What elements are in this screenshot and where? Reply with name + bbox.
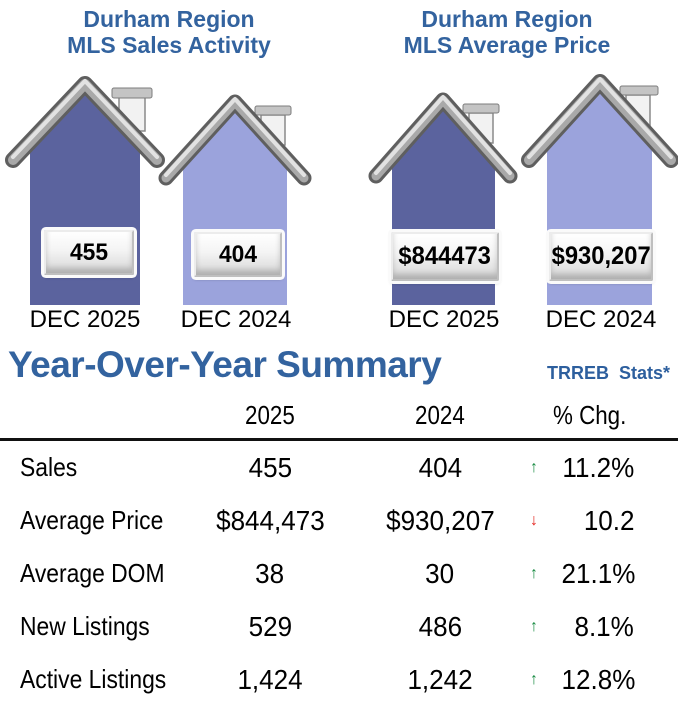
change-arrow: ↑ <box>530 670 538 688</box>
price-2025-label: DEC 2025 <box>388 306 500 333</box>
sales-title-line2: MLS Sales Activity <box>67 32 271 58</box>
value-2025: 38 <box>255 557 285 589</box>
change-value: 10.2 <box>583 504 634 536</box>
price-2024-value: $930,207 <box>551 242 651 270</box>
change-value: 12.8% <box>561 663 636 695</box>
value-2024: 404 <box>418 451 462 483</box>
value-2024: $930,207 <box>385 504 495 536</box>
value-2025: 1,424 <box>237 663 303 695</box>
sales-title-line1: Durham Region <box>83 6 255 32</box>
price-2025-value-plaque: $844473 <box>391 232 499 281</box>
row-label: Sales <box>20 452 78 482</box>
change-arrow: ↑ <box>530 458 538 476</box>
change-arrow: ↓ <box>530 511 538 529</box>
row-label: Average Price <box>20 505 164 535</box>
column-header-2024: 2024 <box>415 400 465 430</box>
value-2025: 455 <box>248 451 292 483</box>
table-row: New Listings 529 486 ↑ 8.1% <box>0 600 678 653</box>
row-label: Average DOM <box>20 558 165 588</box>
table-row: Sales 455 404 ↑ 11.2% <box>0 441 678 494</box>
row-label: New Listings <box>20 611 150 641</box>
value-2024: 30 <box>425 557 455 589</box>
change-value: 8.1% <box>574 610 634 642</box>
price-chart-title: Durham Region MLS Average Price <box>346 6 668 58</box>
price-title-line2: MLS Average Price <box>403 32 611 58</box>
price-2024-value-plaque: $930,207 <box>549 232 653 281</box>
sales-2025-value: 455 <box>69 238 109 266</box>
source-note: TRREB Stats* <box>546 363 670 383</box>
table-row: Active Listings 1,424 1,242 ↑ 12.8% <box>0 653 678 706</box>
value-2025: $844,473 <box>215 504 325 536</box>
house-bars-graphic <box>5 74 678 305</box>
table-divider-line <box>0 438 678 441</box>
value-2024: 1,242 <box>407 663 473 695</box>
column-header-2025: 2025 <box>245 400 295 430</box>
change-value: 21.1% <box>561 557 636 589</box>
sales-2024-label: DEC 2024 <box>180 306 292 333</box>
value-2025: 529 <box>248 610 292 642</box>
table-row: Average DOM 38 30 ↑ 21.1% <box>0 547 678 600</box>
price-2024-label: DEC 2024 <box>545 306 657 333</box>
summary-heading: Year-Over-Year Summary <box>8 344 442 385</box>
sales-2025-label: DEC 2025 <box>29 306 141 333</box>
value-2024: 486 <box>418 610 462 642</box>
change-value: 11.2% <box>562 451 634 483</box>
sales-chart-title: Durham Region MLS Sales Activity <box>8 6 330 58</box>
sales-2024-value: 404 <box>218 240 258 268</box>
sales-2024-value-plaque: 404 <box>194 232 282 277</box>
summary-table: Sales 455 404 ↑ 11.2% Average Price $844… <box>0 441 678 706</box>
change-arrow: ↑ <box>530 617 538 635</box>
sales-2025-value-plaque: 455 <box>44 230 134 275</box>
table-row: Average Price $844,473 $930,207 ↓ 10.2 <box>0 494 678 547</box>
column-header-pct-chg: % Chg. <box>553 400 627 430</box>
change-arrow: ↑ <box>530 564 538 582</box>
row-label: Active Listings <box>20 664 167 694</box>
price-2025-value: $844473 <box>398 242 492 270</box>
price-title-line1: Durham Region <box>421 6 593 32</box>
